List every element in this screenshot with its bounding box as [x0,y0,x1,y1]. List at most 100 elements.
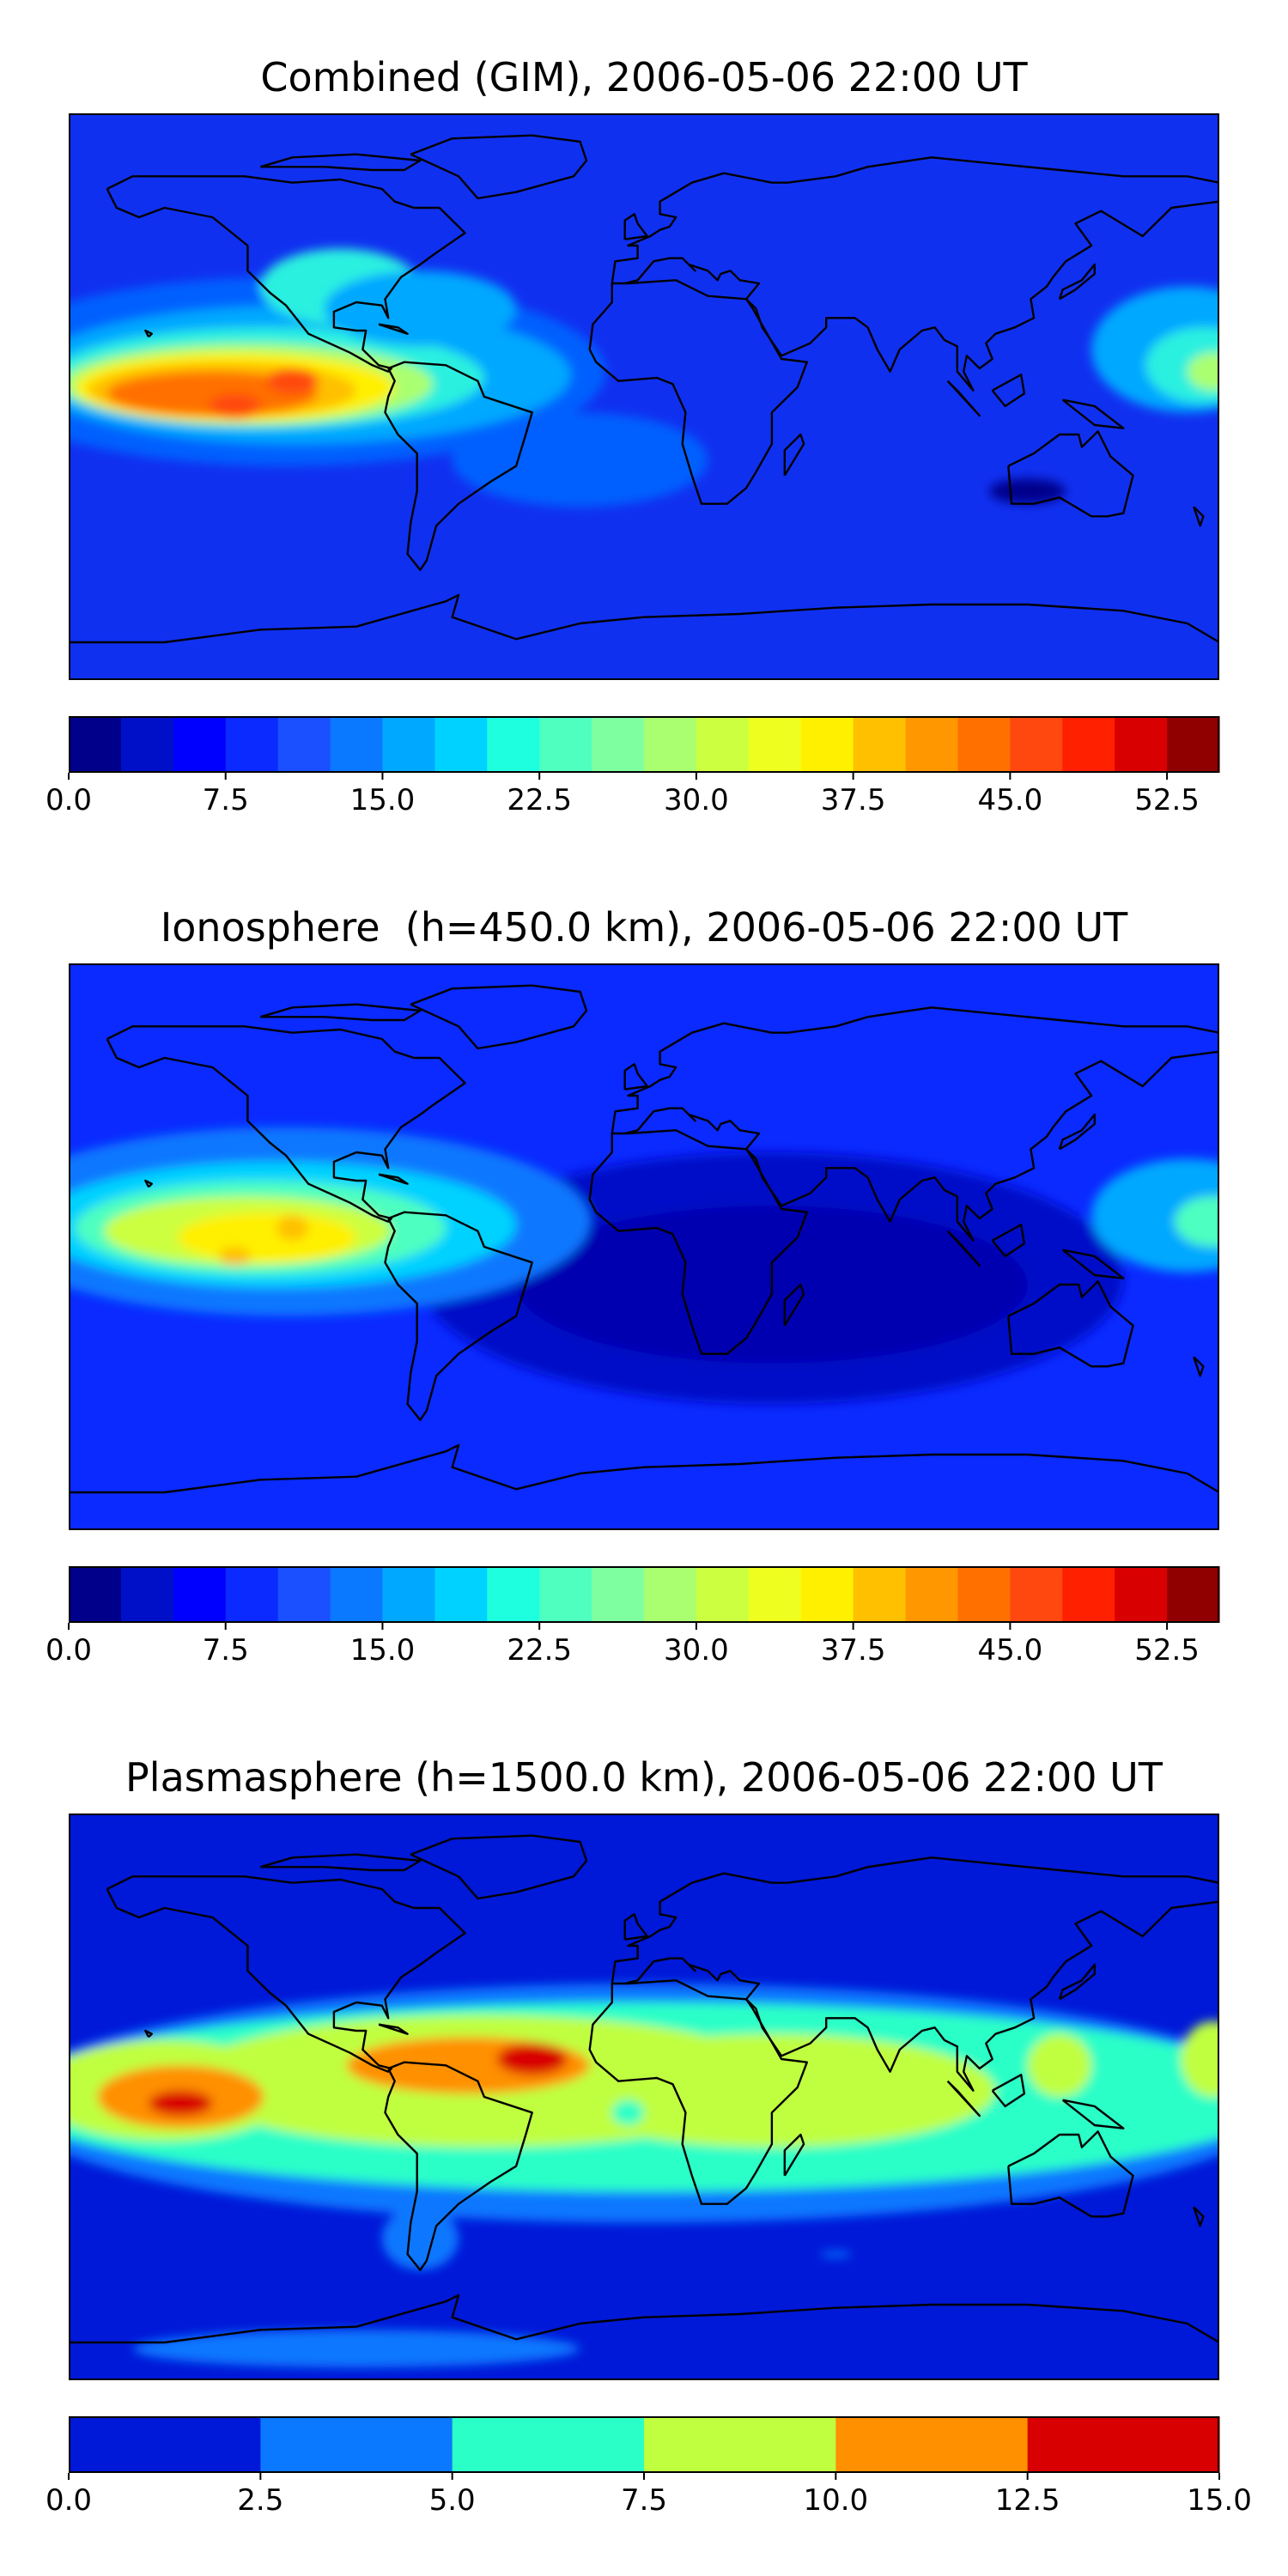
map-combined [69,113,1219,680]
colorbar-segment [957,1566,1011,1623]
colorbar-segment [434,1566,488,1623]
colorbar-ionosphere: 0.0 7.5 15.0 22.5 30.0 37.5 45.0 52.5 [46,1566,1220,1668]
colorbar-segment [1010,716,1063,773]
coastline [259,153,422,172]
value-region [276,1215,309,1241]
colorbar-gradient [68,716,1220,780]
colorbar-segment [539,716,592,773]
colorbar-segment [277,716,331,773]
value-region [149,2090,213,2116]
coastline [384,1211,533,1421]
coastline [384,2061,533,2271]
colorbar-segment [853,1566,907,1623]
coastline [69,2293,1219,2344]
colorbar-segment [696,716,750,773]
colorbar-tick-label: 37.5 [820,1633,886,1668]
coastline [611,1856,1219,1984]
colorbar-tick-label: 52.5 [1134,783,1200,817]
colorbar-segment [835,2416,1029,2473]
colorbar-segment [277,1566,331,1623]
colorbar-segment [539,1566,592,1623]
colorbar-segment [452,2416,645,2473]
colorbar-tick-label: 15.0 [1187,2483,1252,2518]
colorbar-tick-label: 12.5 [994,2483,1060,2518]
value-region [1181,2021,1219,2097]
colorbar-segment [69,2416,261,2473]
colorbar-segment [748,1566,802,1623]
colorbar-segment [225,716,279,773]
coastline [623,1913,648,1941]
colorbar-segment [487,1566,540,1623]
coastline [783,2133,805,2177]
colorbar-tick-label: 15.0 [349,1633,416,1668]
colorbar-frame [69,1566,1219,1623]
colorbar-tick-label: 22.5 [507,1633,573,1668]
coastline [624,1900,1219,2092]
colorbar-segment [957,716,1011,773]
value-region [1187,352,1219,391]
colorbar-segment [644,2416,836,2473]
colorbar-tick-label: 7.5 [202,783,249,817]
colorbar-segment [644,1566,697,1623]
contour-map [69,963,1219,1530]
coastline [1058,1113,1096,1151]
colorbar-plasmasphere: 0.0 2.5 5.0 7.5 10.0 12.5 15.0 [46,2416,1252,2518]
coastline [1193,2206,1205,2227]
value-region [819,2251,852,2257]
coastline [410,1834,588,1900]
coastline [378,1173,409,1185]
coastline [106,175,466,373]
colorbar-segment [1062,1566,1115,1623]
coastline [106,1025,466,1223]
colorbar-segment [330,716,384,773]
colorbar-segment [1167,1566,1220,1623]
value-region [177,1212,356,1263]
panel-title-plasmasphere: Plasmasphere (h=1500.0 km), 2006-05-06 2… [125,1754,1163,1801]
colorbar-segment [748,716,802,773]
coastline [259,1853,422,1872]
coastline [946,380,981,417]
value-region [266,368,319,394]
coastline [1058,1963,1096,2001]
colorbar-frame [69,2416,1219,2473]
map-ionosphere [69,963,1219,1530]
coastline [624,1050,1219,1242]
coastline [259,1003,422,1022]
colorbar-segment [382,716,435,773]
value-region [218,1247,252,1266]
colorbar-tick-label: 7.5 [202,1633,249,1668]
colorbar-tick-label: 7.5 [620,2483,668,2518]
coastline [946,2080,981,2117]
coastline [611,156,1219,284]
coastline [1007,1280,1134,1368]
coastline [144,329,153,338]
colorbar-segment [592,716,645,773]
colorbar-segment [905,716,959,773]
value-region [132,2330,580,2368]
colorbar-tick-label: 30.0 [664,1633,729,1668]
colorbar-tick-label: 0.0 [45,783,93,817]
colorbar-segment [487,716,540,773]
coastline [1061,2099,1125,2129]
colorbar-segment [644,716,697,773]
value-region [324,270,517,347]
coastline [991,1224,1026,1258]
colorbar-segment [120,716,174,773]
coastline [69,593,1219,644]
colorbar-segment [69,1566,122,1623]
coastline [1007,2130,1134,2218]
colorbar-combined: 0.0 7.5 15.0 22.5 30.0 37.5 45.0 52.5 [46,716,1220,817]
coastline [623,1063,648,1091]
value-region [1174,1196,1219,1247]
coastline [783,433,805,477]
coastline [1193,506,1205,527]
colorbar-segment [69,716,122,773]
colorbar-segment [434,716,488,773]
panel-title-ionosphere: Ionosphere (h=450.0 km), 2006-05-06 22:0… [160,904,1128,951]
coastline [1061,1249,1125,1279]
value-region [496,2043,568,2075]
colorbar-tick-label: 52.5 [1134,1633,1200,1668]
coastline [144,2029,153,2038]
colorbar-segment [1062,716,1115,773]
colorbar-segment [120,1566,174,1623]
